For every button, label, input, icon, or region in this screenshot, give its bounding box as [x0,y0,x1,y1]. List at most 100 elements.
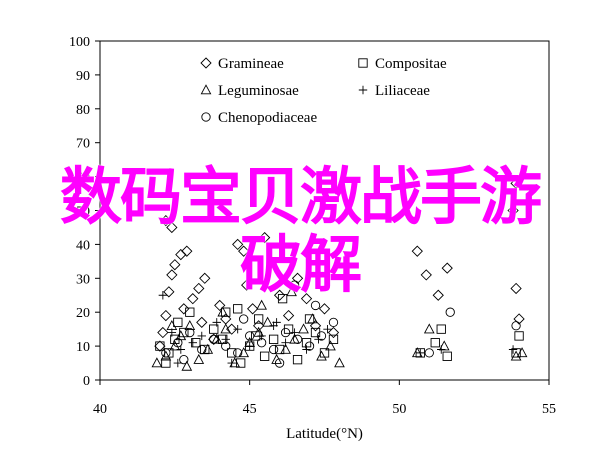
data-point-chenopodiaceae [209,334,219,344]
data-point-liliaceae [323,324,332,334]
data-point-gramineae [258,231,271,244]
data-point-gramineae [510,282,522,295]
data-point-chenopodiaceae [245,331,255,341]
data-point-gramineae [160,215,172,227]
data-point-compositae [328,334,339,344]
data-point-chenopodiaceae [221,341,231,351]
data-point-gramineae [232,238,244,251]
y-tick-label: 10 [76,340,90,355]
data-point-gramineae [214,299,226,312]
data-point-gramineae [169,259,181,271]
data-point-compositae [436,324,446,334]
data-point-leguminosae [316,350,327,361]
data-point-gramineae [220,313,232,325]
data-point-liliaceae [437,345,446,354]
data-point-gramineae [175,248,187,261]
data-point-leguminosae [211,333,223,344]
legend-marker-chenopodiaceae [201,112,211,122]
data-point-chenopodiaceae [173,338,183,348]
y-tick-label: 0 [83,374,90,389]
legend-bg [199,81,339,99]
data-point-liliaceae [167,328,177,337]
x-tick-label: 50 [392,402,406,417]
data-point-leguminosae [202,343,214,354]
data-point-compositae [185,307,195,317]
data-point-gramineae [411,245,423,257]
legend-label-chenopodiaceae: Chenopodiaceae [218,110,317,126]
data-point-gramineae [432,289,444,301]
data-point-gramineae [441,262,453,274]
legend-bg [199,54,339,72]
data-point-gramineae [241,279,253,291]
data-point-compositae [511,348,521,358]
data-point-chenopodiaceae [268,344,279,355]
legend-label-compositae: Compositae [375,56,447,72]
data-point-chenopodiaceae [179,355,189,365]
data-point-chenopodiaceae [310,300,321,311]
legend-label-leguminosae: Leguminosae [218,83,299,99]
data-point-chenopodiaceae [424,348,434,358]
x-axis-label: Latitude(°N) [286,426,363,442]
data-point-gramineae [193,282,205,295]
data-point-leguminosae [181,360,193,371]
data-point-chenopodiaceae [239,314,249,324]
y-tick-label: 50 [76,205,90,220]
x-tick-label: 55 [542,402,556,417]
y-tick-label: 70 [76,137,90,152]
data-point-liliaceae [188,338,197,347]
data-point-liliaceae [272,318,281,327]
data-point-gramineae [318,303,331,315]
data-point-leguminosae [193,353,205,364]
data-point-leguminosae [217,306,229,317]
data-point-compositae [310,327,321,338]
data-point-liliaceae [416,348,425,358]
data-point-chenopodiaceae [233,348,243,358]
data-point-compositae [253,314,264,324]
data-point-leguminosae [280,343,291,354]
legend-label-liliaceae: Liliaceae [375,83,430,99]
data-point-gramineae [181,245,193,257]
legend-marker-gramineae [200,57,212,69]
data-point-chenopodiaceae [289,280,300,290]
data-point-liliaceae [158,291,168,300]
data-point-chenopodiaceae [280,327,291,338]
y-tick-label: 60 [76,171,90,186]
data-point-chenopodiaceae [445,307,455,317]
data-point-leguminosae [411,347,423,358]
data-point-gramineae [208,333,220,345]
y-tick-label: 100 [69,35,90,50]
data-point-chenopodiaceae [292,334,303,344]
data-point-gramineae [291,272,304,284]
data-point-leguminosae [334,357,345,368]
legend-bg [356,54,496,72]
data-point-gramineae [154,340,166,352]
data-point-leguminosae [238,347,250,358]
data-point-compositae [236,358,246,368]
data-point-chenopodiaceae [511,321,521,331]
y-tick-label: 80 [76,103,90,118]
data-point-leguminosae [166,320,178,331]
data-point-gramineae [163,286,175,298]
data-point-gramineae [178,303,190,315]
data-point-liliaceae [233,324,242,334]
data-point-compositae [442,351,452,361]
data-point-leguminosae [169,340,181,351]
data-point-leguminosae [229,357,241,368]
data-point-chenopodiaceae [197,344,207,355]
data-point-leguminosae [220,323,232,334]
data-point-gramineae [160,309,172,322]
data-point-gramineae [327,326,340,339]
data-point-chenopodiaceae [161,348,171,358]
y-tick-label: 40 [76,238,90,253]
data-point-gramineae [510,177,522,190]
data-point-liliaceae [212,318,221,327]
data-point-leguminosae [286,286,297,297]
data-point-liliaceae [245,341,254,351]
data-point-compositae [155,341,165,351]
y-tick-label: 20 [76,306,90,321]
data-point-chenopodiaceae [304,341,315,351]
data-point-liliaceae [508,345,518,354]
data-point-gramineae [166,269,178,281]
